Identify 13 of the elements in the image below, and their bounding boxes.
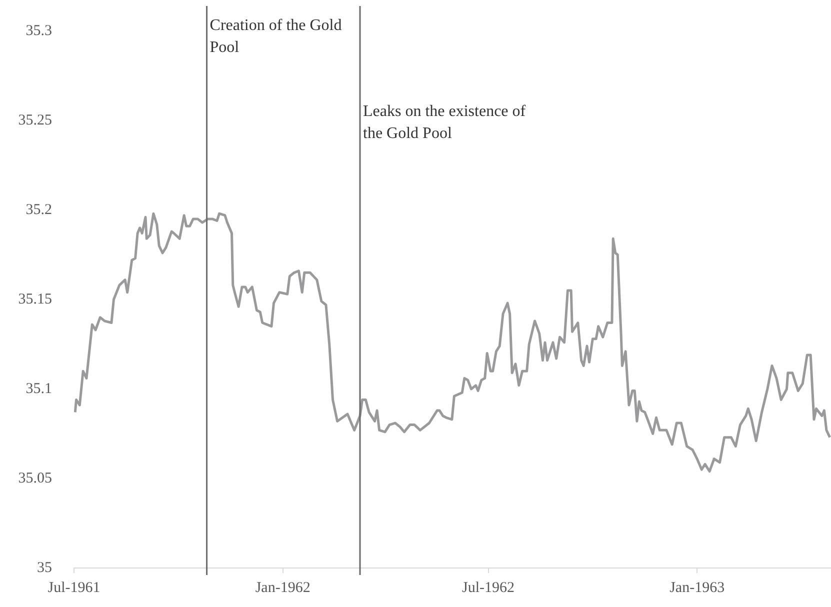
x-tick-label: Jul-1961 (48, 580, 100, 596)
y-tick-label: 35 (37, 560, 52, 576)
y-tick-label: 35.1 (26, 380, 52, 397)
ref-line-label: Creation of the Gold Pool (210, 17, 342, 56)
ref-line-label: Leaks on the existence of the Gold Pool (363, 103, 526, 142)
y-tick-label: 35.25 (18, 112, 52, 128)
x-tick-label: Jan-1962 (255, 580, 310, 596)
y-tick-label: 35.3 (26, 22, 52, 39)
x-tick-label: Jan-1963 (670, 580, 725, 596)
y-tick-label: 35.05 (18, 470, 52, 486)
x-tick-label: Jul-1962 (462, 580, 514, 596)
y-tick-label: 35.15 (18, 291, 52, 308)
y-tick-label: 35.2 (26, 202, 52, 218)
